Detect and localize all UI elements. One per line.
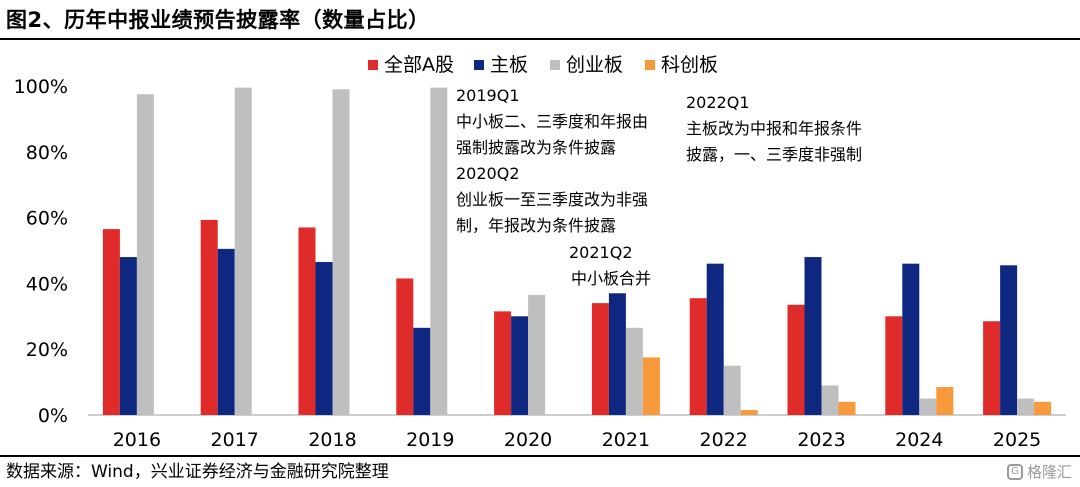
annotation-line: 2019Q1 [456,86,520,105]
annotation-line: 中小板二、三季度和年报由 [456,112,648,131]
bar-2-2025 [1000,265,1018,415]
x-axis: 2016 2017 2018 2019 2020 2021 2022 2023 2024 2025 [88,414,1066,451]
x-tick-label: 2022 [700,429,748,451]
bar-1-2022 [689,298,707,415]
bar-3-2022 [723,365,741,415]
y-tick-label: 100% [14,76,68,98]
bar-1-2024 [885,316,903,415]
bar-4-2021 [642,357,660,415]
annotation-line: 2021Q2 [569,243,633,262]
annotation-line: 2020Q2 [456,164,520,183]
x-tick-label: 2018 [308,429,356,451]
bar-3-2020 [528,294,546,415]
bar-4-2023 [838,401,856,415]
annotation-line: 披露，一、三季度非强制 [686,145,862,164]
bar-2-2016 [119,257,137,415]
y-tick-label: 60% [26,208,68,230]
x-tick-label: 2017 [211,429,259,451]
bar-2-2019 [413,327,431,415]
bar-4-2022 [740,410,758,415]
x-tick-label: 2024 [895,429,943,451]
bar-2-2021 [608,293,626,415]
y-tick-label: 20% [26,339,68,361]
annotation-line: 强制披露改为条件披露 [456,138,616,157]
annotation-line: 创业板一至三季度改为非强 [456,190,648,209]
annotation-line: 制，年报改为条件披露 [456,216,616,235]
source-note: 数据来源：Wind，兴业证券经济与金融研究院整理 [6,462,389,482]
bar-3-2024 [919,398,937,415]
y-tick-label: 80% [26,142,68,164]
legend-label: 全部A股 [384,54,454,76]
bar-3-2018 [332,89,350,415]
x-tick-label: 2025 [993,429,1041,451]
bar-3-2019 [430,87,448,415]
footer-divider [0,455,1080,457]
y-tick-label: 0% [38,405,68,427]
x-tick-label: 2020 [504,429,552,451]
annotation-line: 2022Q1 [686,93,750,112]
annotation-line: 主板改为中报和年报条件 [686,119,862,138]
bar-2-2023 [804,257,822,415]
x-tick-label: 2021 [602,429,650,451]
bar-2-2017 [217,248,235,415]
x-tick-label: 2023 [797,429,845,451]
bars [102,87,1052,415]
legend-swatch [645,60,655,70]
bar-1-2021 [591,303,609,415]
annotation-line: 中小板合并 [571,269,651,288]
legend: 全部A股 主板 创业板 科创板 [368,54,718,76]
x-tick-label: 2019 [406,429,454,451]
bar-3-2017 [234,87,252,415]
watermark-logo-icon: G [1006,463,1023,480]
bar-1-2025 [983,321,1001,415]
x-tick-label: 2016 [113,429,161,451]
legend-label: 科创板 [661,54,718,76]
page-title: 图2、历年中报业绩预告披露率（数量占比） [6,8,430,32]
legend-label: 创业板 [566,54,623,76]
bar-3-2021 [625,327,643,415]
legend-swatch [550,60,560,70]
bar-4-2025 [1034,401,1052,415]
bar-1-2018 [298,227,316,415]
watermark-text: 格隆汇 [1026,463,1072,481]
bar-1-2016 [102,229,120,415]
bar-3-2016 [136,94,154,415]
bar-3-2023 [821,385,839,415]
bar-1-2017 [200,219,218,415]
bar-2-2024 [902,263,920,415]
y-axis: 0% 20% 40% 60% 80% 100% [14,76,68,427]
legend-label: 主板 [490,54,528,76]
bar-1-2020 [494,311,512,415]
bar-2-2018 [315,262,333,415]
bar-3-2025 [1017,398,1035,415]
bar-1-2023 [787,304,805,415]
bar-2-2020 [511,316,529,415]
legend-swatch [474,60,484,70]
bar-1-2019 [396,278,414,415]
watermark: G 格隆汇 [1006,461,1072,482]
y-tick-label: 40% [26,273,68,295]
bar-chart: 0%20%40%60%80%100% 2016 2017 2018 2019 2020 2… [14,54,1066,451]
bar-4-2024 [936,387,954,415]
title-divider [0,38,1080,40]
legend-swatch [368,60,378,70]
bar-2-2022 [706,263,724,415]
